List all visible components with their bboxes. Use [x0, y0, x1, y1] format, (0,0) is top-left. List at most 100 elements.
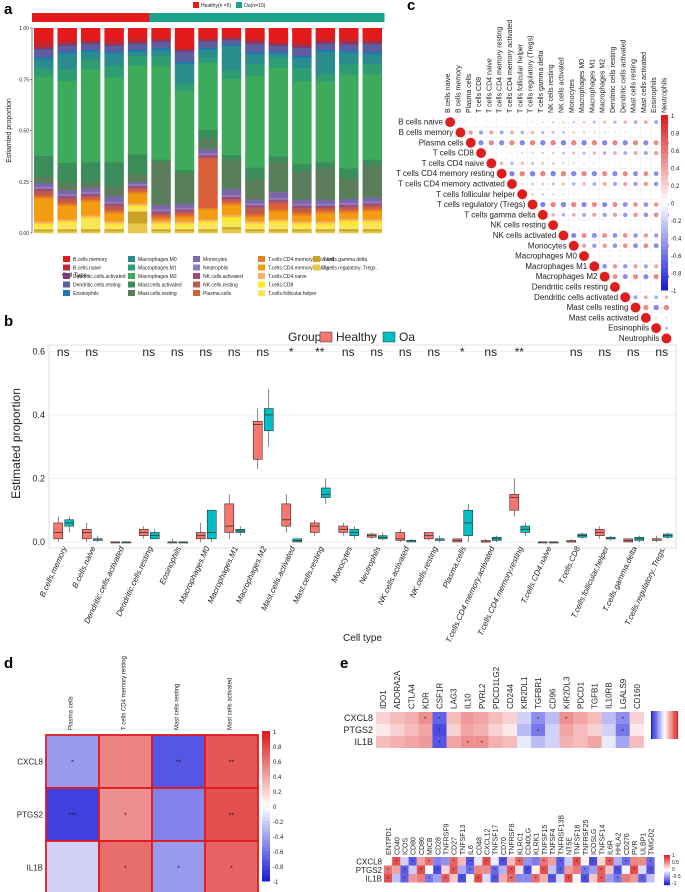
corr-circle: [537, 209, 548, 220]
heatmap-cell: [498, 865, 507, 874]
plot-area: [48, 344, 677, 549]
corr-circle: [623, 151, 628, 155]
corr-circle: [614, 162, 616, 165]
bar-segment: [127, 28, 148, 39]
bar-segment: [80, 219, 101, 230]
box: [81, 528, 92, 540]
heatmap-col-label: MICB: [427, 837, 434, 855]
y-axis-label: Estimated proportion: [9, 388, 23, 499]
corr-circle: [562, 193, 565, 196]
heatmap-cell: [432, 736, 447, 748]
heatmap-star: *: [404, 868, 406, 874]
heatmap-col-label: IL6: [468, 845, 475, 855]
legend-swatch: [258, 264, 265, 271]
y-tick-label: 0.00: [19, 231, 29, 237]
legend-swatch: [63, 290, 70, 296]
heatmap-star: *: [622, 717, 625, 723]
heatmap-cell: [605, 874, 614, 883]
bar-segment: [362, 203, 382, 206]
bar-segment: [221, 44, 242, 47]
corr-circle: [653, 202, 659, 207]
colorbar-step: [661, 711, 663, 739]
colorbar-step: [262, 734, 270, 739]
significance-label: ns: [370, 345, 383, 359]
colorbar-tick: -0.8: [273, 865, 284, 871]
corr-circle: [591, 232, 597, 238]
bar-segment: [221, 196, 242, 200]
bar-segment: [292, 203, 312, 206]
corr-row-label: Neutrophils: [619, 334, 659, 343]
colorbar-step: [669, 711, 670, 739]
corr-circle: [592, 182, 597, 186]
corr-cell: [650, 127, 662, 138]
heatmap-col-label: TNFSF13: [460, 825, 467, 855]
panel-e-heatmaps: IDO1 ADORA2A CTLA4 KDR CSF1R LAG3 IL10 PVRL2 PDC…: [343, 666, 680, 887]
heatmap-cell: [446, 724, 461, 736]
corr-row-label: B cells naive: [398, 118, 443, 127]
bar-segment: [268, 229, 289, 232]
heatmap-cell: [45, 787, 100, 842]
heatmap-cell: [376, 736, 391, 748]
significance-label: ns: [228, 345, 241, 359]
heatmap-cell: [418, 712, 433, 724]
colorbar-step: [652, 711, 654, 739]
colorbar-step: [674, 711, 676, 739]
bar-segment: [315, 37, 336, 43]
corr-circle: [572, 151, 576, 155]
bar-segment: [57, 203, 77, 206]
heatmap-cell: [597, 865, 606, 874]
heatmap-col-label: ENTPD1: [386, 827, 393, 855]
bar-segment: [198, 223, 218, 230]
x-tick-label: Plasma.cells: [441, 545, 468, 590]
corr-circle: [521, 182, 524, 186]
bar-segment: [221, 36, 242, 39]
colorbar-step: [661, 150, 668, 155]
colorbar-step: [262, 787, 270, 792]
bar-segment: [198, 209, 218, 220]
heatmap-cell: [597, 874, 606, 883]
colorbar-step: [676, 711, 678, 739]
colorbar-step: [653, 711, 655, 739]
corr-circle: [581, 140, 587, 146]
bar-segment: [80, 201, 101, 216]
heatmap-star: *: [177, 866, 180, 873]
heatmap-col-label: CD40: [394, 837, 401, 855]
colorbar-step: [661, 276, 668, 282]
corr-circle: [643, 304, 649, 311]
corr-circle: [623, 264, 628, 269]
panel-label-a: a: [4, 1, 13, 18]
heatmap-row-label: PTGS2: [356, 866, 383, 875]
colorbar-step: [675, 711, 677, 739]
heatmap-col-label: KLRC1: [517, 832, 524, 855]
bar-segment: [174, 83, 195, 92]
bar-segment: [245, 63, 265, 77]
corr-circle: [602, 212, 607, 217]
heatmap-col-label: TNFSF18: [575, 825, 582, 855]
corr-cell: [455, 116, 466, 128]
heatmap-col-label: CD160: [633, 684, 642, 709]
corr-circle: [643, 181, 649, 187]
corr-cell: [609, 188, 621, 200]
colorbar-step: [262, 779, 270, 784]
heatmap-cell: [432, 724, 447, 736]
bar-segment: [151, 161, 171, 206]
legend-swatch: [63, 256, 70, 262]
colorbar-tick: -0.8: [671, 272, 682, 278]
heatmap-cell: [515, 865, 524, 874]
x-tick-label: T.cells.CD4.naive: [519, 545, 554, 605]
heatmap-star: *: [633, 868, 635, 874]
colorbar-step: [262, 798, 270, 803]
bar-segment: [339, 230, 359, 234]
corr-row-label: T cells CD8: [433, 149, 475, 158]
corr-circle: [614, 131, 616, 134]
heatmap-cell: [531, 865, 540, 874]
corr-circle: [622, 243, 628, 249]
bar-segment: [80, 197, 101, 200]
heatmap-star: *: [584, 868, 586, 874]
bar-segment: [127, 51, 148, 56]
heatmap-col-label: ICOSLG: [591, 829, 598, 855]
y-tick-label: 0.2: [32, 473, 45, 483]
bar-segment: [268, 41, 289, 45]
corr-circle: [571, 212, 576, 217]
heatmap-star: *: [559, 868, 561, 874]
